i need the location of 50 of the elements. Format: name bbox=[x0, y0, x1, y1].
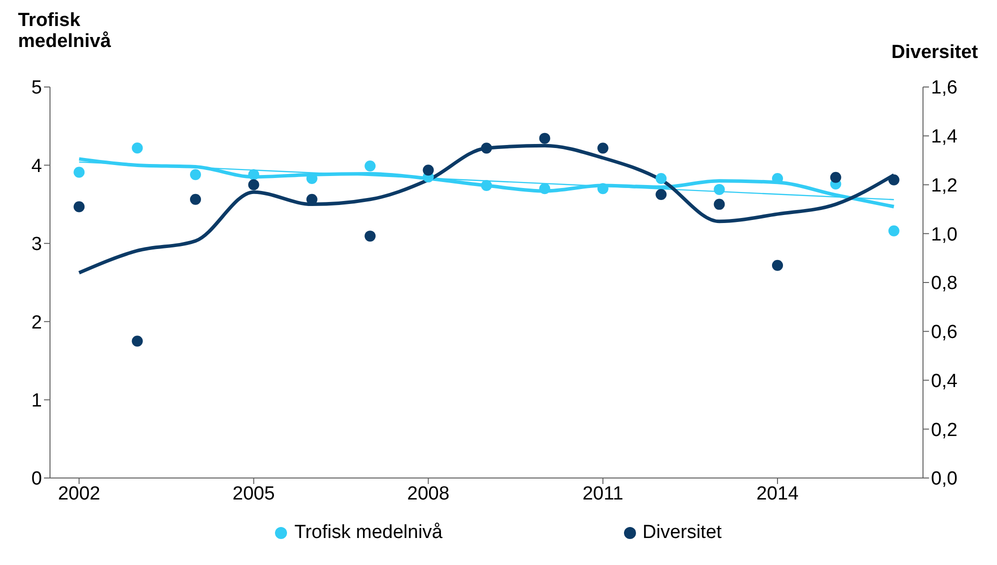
y2-tick-label: 0,6 bbox=[931, 322, 958, 344]
point bbox=[248, 169, 260, 180]
y2-tick-label: 1,4 bbox=[931, 126, 958, 148]
y-tick-label: 5 bbox=[31, 78, 42, 99]
y-tick-label: 3 bbox=[31, 234, 42, 256]
y2-tick-label: 0,4 bbox=[931, 370, 958, 392]
point bbox=[539, 183, 550, 194]
legend-label: Trofisk medelnivå bbox=[294, 522, 442, 544]
y2-axis-title: Diversitet bbox=[891, 42, 979, 63]
point bbox=[539, 132, 550, 144]
point bbox=[597, 183, 608, 194]
point bbox=[422, 164, 434, 176]
line-series bbox=[77, 157, 896, 208]
point bbox=[364, 160, 376, 172]
point bbox=[656, 189, 667, 200]
point bbox=[132, 336, 143, 347]
point bbox=[74, 201, 85, 212]
y-tick-label: 4 bbox=[31, 156, 42, 177]
point bbox=[190, 194, 201, 205]
y2-tick-label: 1,0 bbox=[931, 224, 958, 246]
point bbox=[364, 230, 376, 242]
y2-tick-label: 1,6 bbox=[931, 78, 958, 99]
point bbox=[248, 179, 260, 190]
y2-tick-label: 0,2 bbox=[931, 420, 958, 441]
point bbox=[74, 166, 85, 178]
point bbox=[888, 174, 900, 186]
y-tick-label: 2 bbox=[31, 312, 42, 334]
x-tick-label: 2014 bbox=[756, 483, 800, 504]
x-tick-label: 2008 bbox=[407, 483, 450, 504]
y2-tick-label: 1,2 bbox=[931, 175, 958, 196]
x-tick-label: 2011 bbox=[582, 483, 624, 504]
point bbox=[481, 180, 492, 192]
y2-tick-label: 0,0 bbox=[931, 468, 958, 490]
x-tick-label: 2002 bbox=[58, 483, 100, 504]
point bbox=[830, 172, 842, 183]
y-axis-title: Trofisk medelnivå bbox=[18, 10, 112, 52]
y2-tick-label: 0,8 bbox=[931, 273, 958, 294]
y-tick-label: 0 bbox=[31, 468, 42, 490]
point bbox=[656, 172, 667, 184]
x-tick-label: 2005 bbox=[232, 483, 275, 504]
point bbox=[888, 225, 900, 236]
point bbox=[132, 142, 143, 154]
point bbox=[714, 184, 725, 195]
y-tick-label: 1 bbox=[31, 390, 42, 412]
point bbox=[481, 142, 492, 154]
point bbox=[190, 169, 201, 180]
point bbox=[714, 198, 725, 210]
point bbox=[772, 260, 783, 271]
point bbox=[597, 142, 608, 154]
legend-label: Diversitet bbox=[642, 522, 722, 544]
